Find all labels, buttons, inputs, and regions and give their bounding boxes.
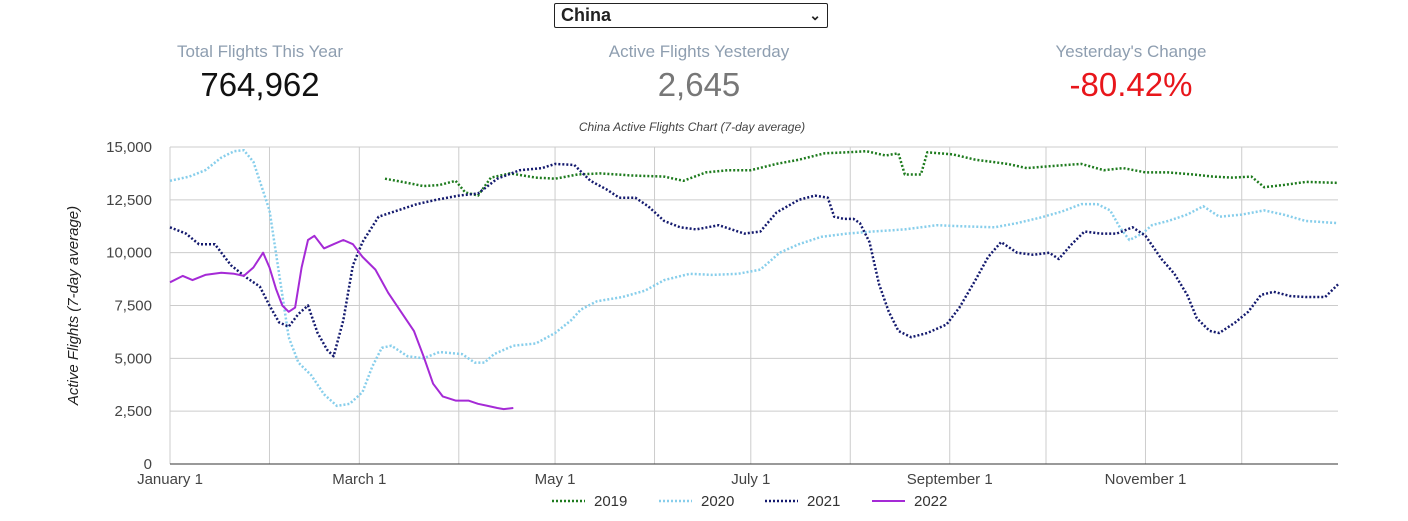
- y-tick-label: 2,500: [114, 403, 152, 420]
- y-tick-label: 12,500: [106, 192, 152, 209]
- stat-label: Active Flights Yesterday: [608, 42, 790, 61]
- y-tick-label: 5,000: [114, 350, 152, 367]
- y-tick-label: 7,500: [114, 298, 152, 315]
- x-tick-label: November 1: [1105, 471, 1187, 488]
- country-select-value: China: [561, 5, 612, 25]
- legend-label-2019: 2019: [594, 493, 627, 510]
- x-tick-label: May 1: [535, 471, 576, 488]
- series-line-2019: [384, 149, 1339, 197]
- series-line-2022: [169, 234, 514, 411]
- country-select[interactable]: China ⌄: [554, 3, 828, 28]
- legend-label-2022: 2022: [914, 493, 947, 510]
- stat-value: -80.42%: [1069, 66, 1193, 103]
- x-tick-label: March 1: [332, 471, 386, 488]
- y-axis-label: Active Flights (7-day average): [65, 206, 82, 406]
- stat-active-flights: Active Flights Yesterday 2,645: [499, 42, 899, 104]
- series-line-2020: [169, 148, 1339, 408]
- y-tick-label: 10,000: [106, 245, 152, 262]
- stat-label: Yesterday's Change: [1055, 42, 1207, 61]
- stat-value: 764,962: [200, 66, 320, 103]
- stat-yesterday-change: Yesterday's Change -80.42%: [931, 42, 1331, 104]
- series-line-2021: [169, 162, 1339, 358]
- chart-title: China Active Flights Chart (7-day averag…: [579, 120, 805, 134]
- legend-label-2020: 2020: [701, 493, 734, 510]
- stat-value: 2,645: [657, 66, 741, 103]
- x-tick-label: July 1: [731, 471, 770, 488]
- y-tick-label: 0: [144, 456, 152, 473]
- legend-label-2021: 2021: [807, 493, 840, 510]
- x-tick-label: January 1: [137, 471, 203, 488]
- y-tick-label: 15,000: [106, 139, 152, 156]
- stat-total-flights: Total Flights This Year 764,962: [60, 42, 460, 104]
- stat-label: Total Flights This Year: [177, 42, 343, 61]
- chevron-down-icon: ⌄: [809, 7, 821, 23]
- x-tick-label: September 1: [907, 471, 993, 488]
